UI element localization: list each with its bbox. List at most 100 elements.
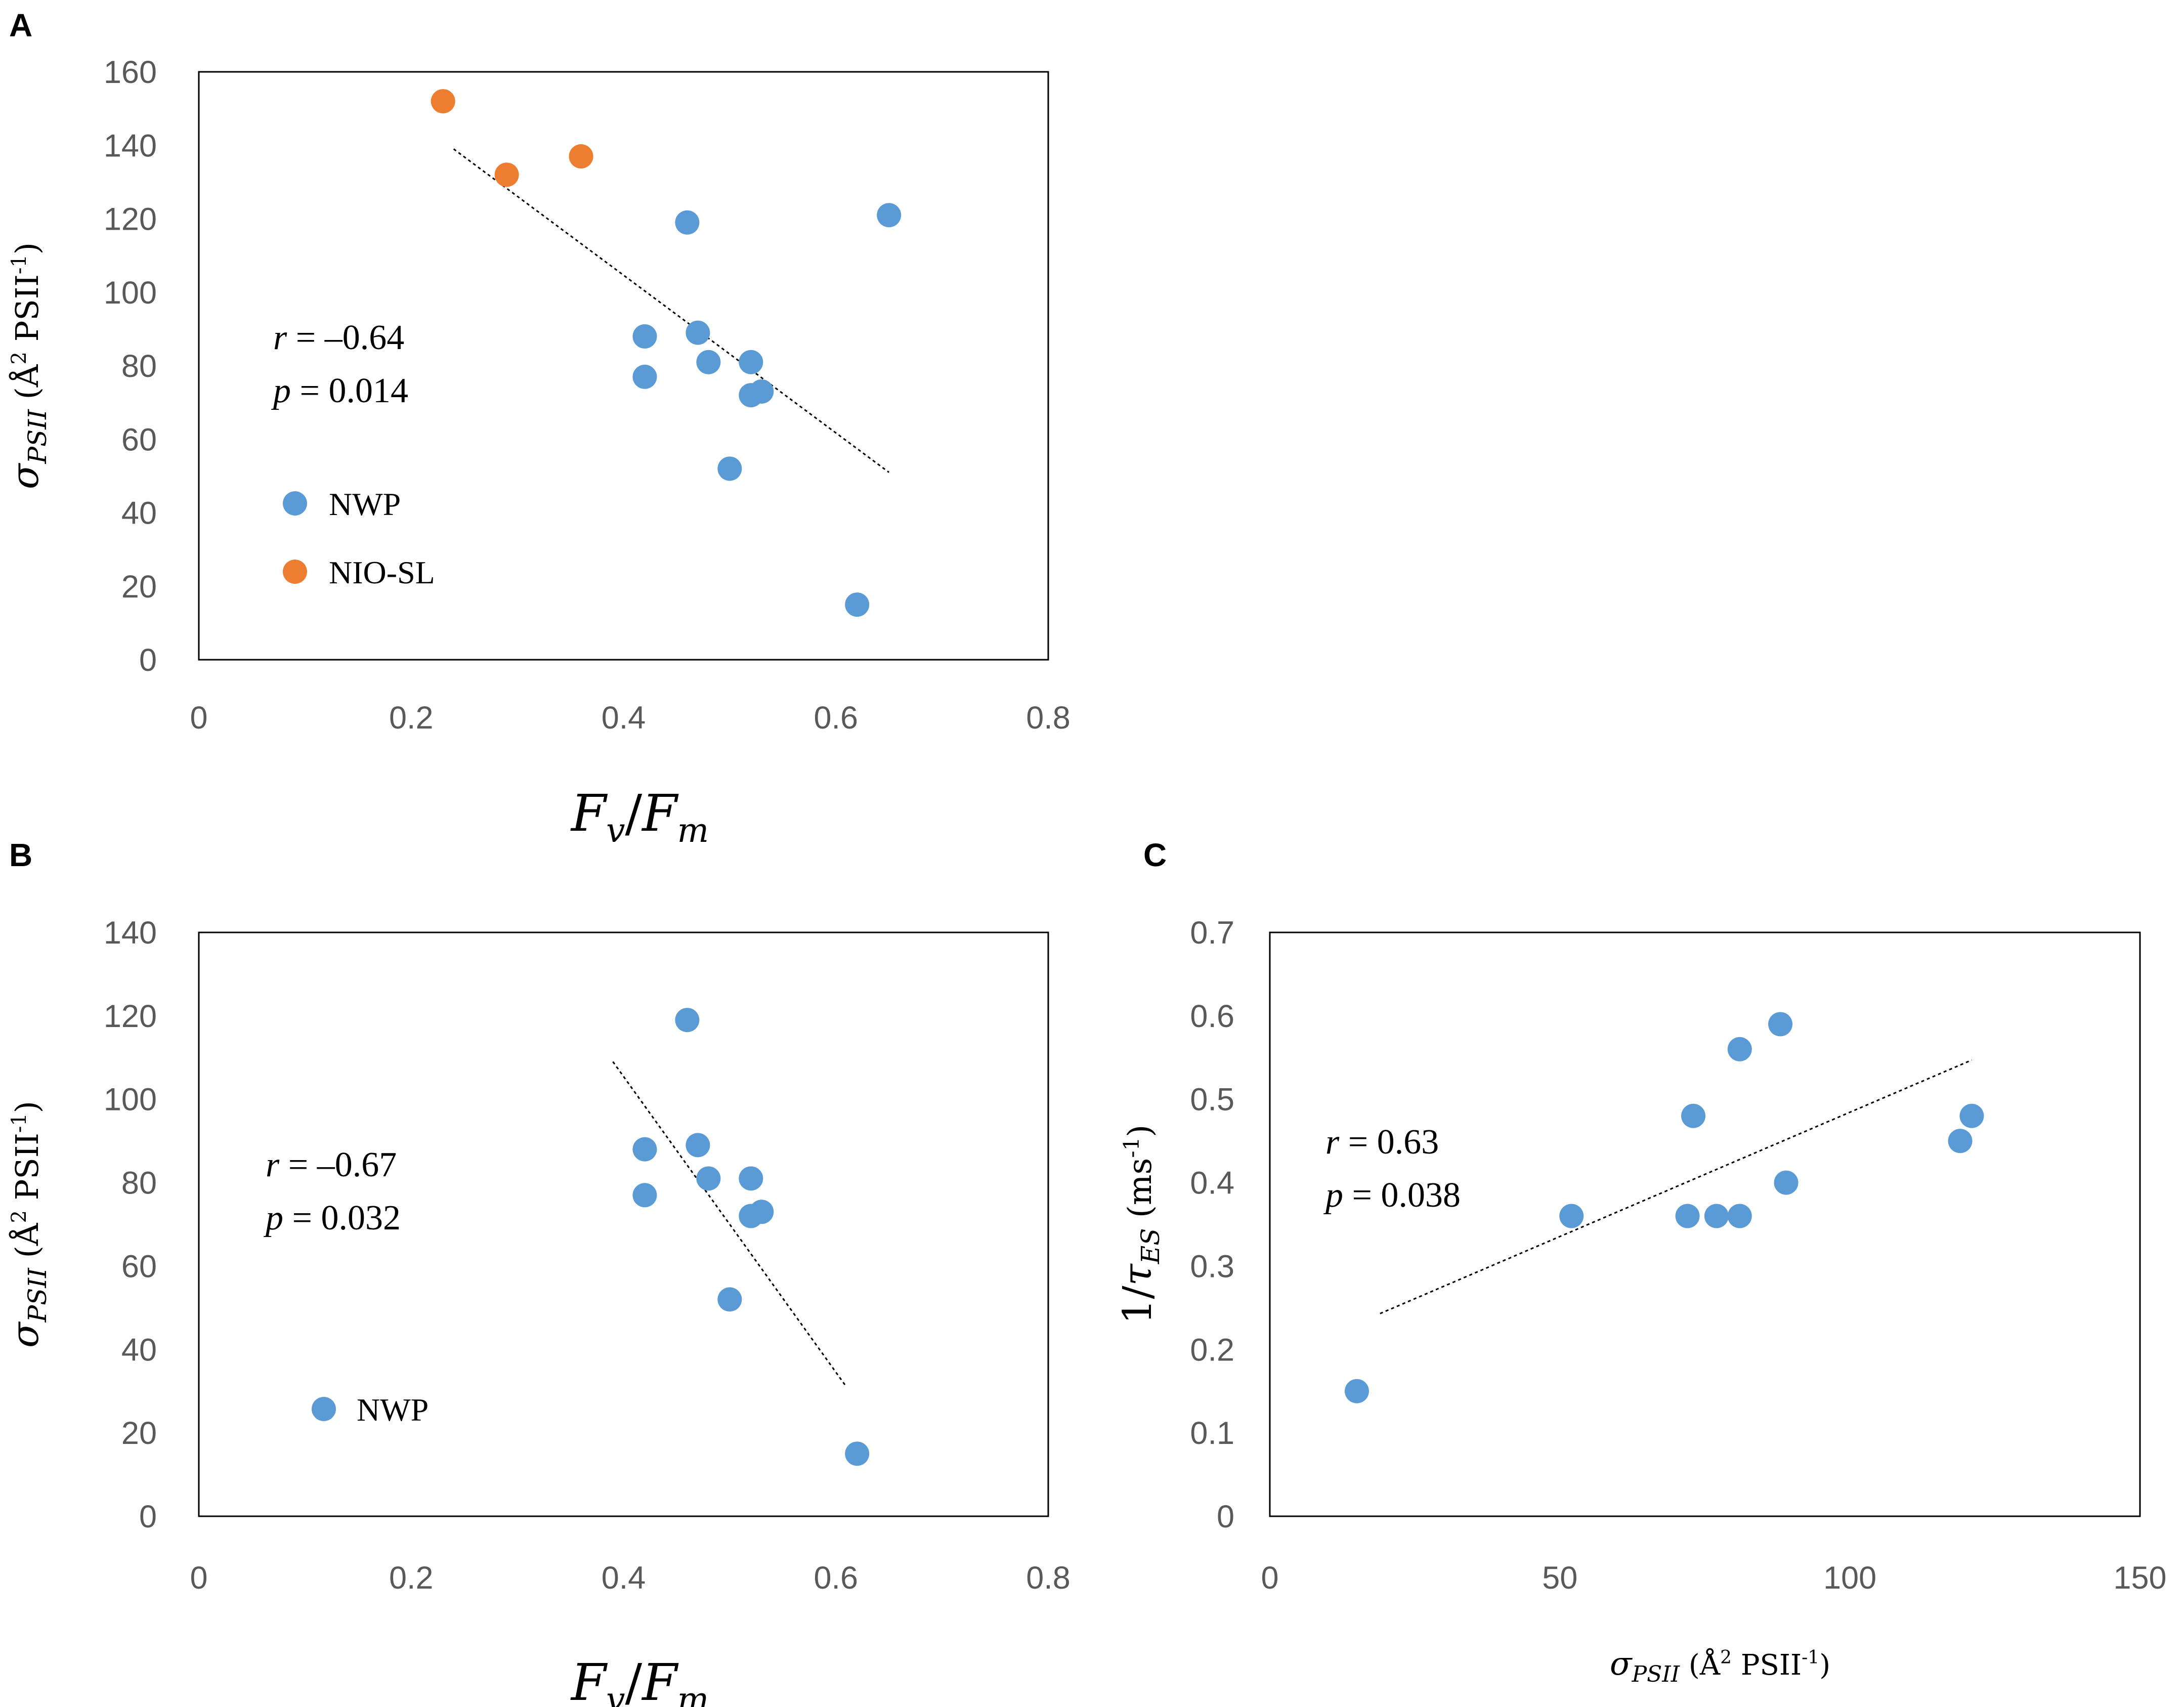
axis-titles: Fv/Fm σPSII (Å2 PSII-1) Fv/Fm σPSII (Å2 PSI… (4, 242, 1830, 1707)
data-point-b-nwp (845, 1441, 870, 1466)
x-tick-label-c: 50 (1542, 1560, 1577, 1596)
trendline-b (612, 1061, 847, 1388)
data-point-a-nwp (749, 379, 774, 404)
plot-frame-c (1269, 931, 2141, 1517)
y-tick-label-c: 0.6 (1190, 999, 1234, 1034)
x-tick-label-b: 0.2 (389, 1560, 434, 1596)
data-point-c-nwp (1959, 1103, 1984, 1128)
x-tick-label-b: 0 (190, 1560, 207, 1596)
data-point-b-nwp (632, 1137, 657, 1162)
x-axis-title-c: σPSII (Å2 PSII-1) (1610, 1645, 1830, 1687)
x-axis-title-a: Fv/Fm (570, 784, 709, 850)
data-point-a-nio-sl (431, 89, 455, 114)
data-point-b-nwp (686, 1133, 710, 1158)
y-tick-label-a: 0 (139, 643, 157, 678)
y-axis-title-a: σPSII (Å2 PSII-1) (4, 242, 52, 489)
x-tick-label-a: 0 (190, 700, 207, 736)
data-point-b-nwp (739, 1166, 763, 1191)
legend-label-a-nwp: NWP (329, 486, 401, 522)
legend-marker-a-nio-sl (283, 560, 307, 584)
y-tick-label-b: 40 (121, 1332, 157, 1368)
x-tick-label-c: 100 (1823, 1560, 1876, 1596)
chart-marks (431, 89, 1984, 1466)
y-tick-label-c: 0.2 (1190, 1332, 1234, 1368)
x-tick-label-b: 0.6 (813, 1560, 858, 1596)
data-point-b-nwp (717, 1287, 742, 1312)
y-tick-label-a: 40 (121, 496, 157, 531)
data-point-c-nwp (1345, 1379, 1369, 1403)
data-point-b-nwp (749, 1200, 774, 1224)
x-tick-label-b: 0.8 (1026, 1560, 1070, 1596)
y-tick-label-c: 0.3 (1190, 1249, 1234, 1284)
panel-labels: A B C (9, 7, 1167, 873)
x-tick-label-a: 0.8 (1026, 700, 1070, 736)
y-axis-title-c: 1/τES (ms-1) (1115, 1125, 1165, 1325)
x-tick-label-c: 0 (1261, 1560, 1278, 1596)
data-point-c-nwp (1774, 1170, 1798, 1195)
y-tick-label-c: 0.7 (1190, 915, 1234, 951)
data-point-a-nio-sl (569, 144, 593, 169)
data-point-a-nwp (845, 592, 870, 617)
y-tick-label-b: 100 (104, 1082, 157, 1118)
trendline-a (453, 148, 890, 473)
plot-frame-b (198, 931, 1049, 1517)
y-tick-label-a: 140 (104, 128, 157, 163)
y-tick-label-b: 80 (121, 1166, 157, 1201)
legend-label-a-nio-sl: NIO-SL (329, 554, 435, 590)
y-tick-label-c: 0.5 (1190, 1082, 1234, 1118)
legend-marker-a-nwp (283, 491, 307, 516)
y-axis-title-b: σPSII (Å2 PSII-1) (4, 1101, 52, 1348)
panel-label-b: B (9, 837, 32, 873)
data-point-b-nwp (632, 1183, 657, 1208)
r-value-c: r = 0.63 (1325, 1123, 1439, 1162)
y-tick-label-a: 80 (121, 349, 157, 384)
y-tick-label-a: 100 (104, 275, 157, 311)
legend-marker-b-nwp (312, 1397, 336, 1421)
data-point-a-nwp (686, 320, 710, 345)
y-tick-label-b: 0 (139, 1499, 157, 1534)
x-tick-label-c: 150 (2113, 1560, 2166, 1596)
data-point-c-nwp (1768, 1012, 1793, 1037)
trendline-c (1380, 1059, 1973, 1314)
y-tick-label-a: 60 (121, 422, 157, 457)
x-tick-label-a: 0.6 (813, 700, 858, 736)
data-point-c-nwp (1681, 1103, 1706, 1128)
x-tick-label-a: 0.4 (602, 700, 646, 736)
plot-frame-a (198, 71, 1049, 661)
data-point-a-nio-sl (494, 162, 519, 187)
y-tick-label-a: 20 (121, 569, 157, 605)
r-value-a: r = –0.64 (273, 318, 404, 357)
data-point-c-nwp (1704, 1204, 1729, 1228)
data-point-a-nwp (877, 203, 902, 228)
p-value-a: p = 0.014 (271, 371, 408, 410)
data-point-b-nwp (696, 1166, 721, 1191)
y-tick-label-c: 0.1 (1190, 1416, 1234, 1451)
annotations: r = –0.64 p = 0.014 NWP NIO-SL r = –0.67 p = … (263, 318, 1461, 1428)
data-point-c-nwp (1559, 1204, 1584, 1228)
data-point-b-nwp (675, 1008, 700, 1033)
panel-label-a: A (9, 7, 32, 44)
legend-label-b-nwp: NWP (357, 1392, 429, 1428)
y-tick-label-c: 0.4 (1190, 1166, 1234, 1201)
x-tick-label-b: 0.4 (602, 1560, 646, 1596)
data-point-c-nwp (1675, 1204, 1700, 1228)
data-point-c-nwp (1727, 1204, 1752, 1228)
data-point-c-nwp (1727, 1037, 1752, 1061)
y-tick-label-a: 120 (104, 202, 157, 237)
y-tick-label-b: 60 (121, 1249, 157, 1284)
data-point-a-nwp (696, 350, 721, 374)
data-point-a-nwp (717, 456, 742, 481)
y-tick-label-a: 160 (104, 55, 157, 90)
y-tick-label-b: 20 (121, 1416, 157, 1451)
y-tick-label-b: 140 (104, 915, 157, 951)
plot-frames (198, 71, 2141, 1517)
p-value-b: p = 0.032 (263, 1199, 401, 1237)
x-tick-label-a: 0.2 (389, 700, 434, 736)
panel-label-c: C (1143, 837, 1167, 873)
data-point-a-nwp (739, 350, 763, 374)
data-point-c-nwp (1948, 1129, 1973, 1154)
x-axis-title-b: Fv/Fm (570, 1653, 709, 1707)
data-point-a-nwp (632, 324, 657, 349)
data-point-a-nwp (632, 364, 657, 389)
